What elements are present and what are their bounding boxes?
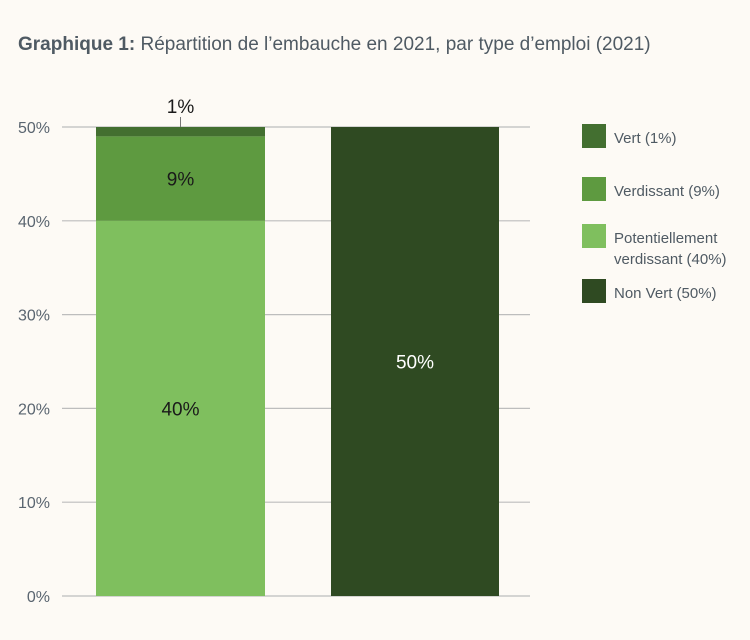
legend-swatch [582, 177, 606, 201]
chart-title: Graphique 1: Répartition de l’embauche e… [18, 34, 651, 56]
y-tick-label: 10% [18, 495, 50, 512]
data-label: 40% [161, 399, 199, 420]
legend-item: Vert (1%) [582, 124, 750, 150]
title-bold: Graphique 1: [18, 34, 136, 55]
y-tick-label: 20% [18, 401, 50, 418]
data-label: 50% [396, 353, 434, 374]
bar-segment [96, 220, 265, 597]
legend-label: Verdissant (9%) [614, 183, 720, 200]
y-tick-label: 30% [18, 308, 50, 325]
bar-segment [96, 136, 265, 221]
data-label: 9% [167, 170, 195, 191]
y-tick-label: 0% [27, 589, 50, 606]
title-text: Répartition de l’embauche en 2021, par t… [140, 34, 651, 55]
legend-item: Non Vert (50%) [582, 279, 750, 305]
legend-label: Vert (1%) [614, 130, 677, 147]
data-label: 1% [167, 97, 195, 118]
y-tick-label: 50% [18, 120, 50, 137]
legend-item: Verdissant (9%) [582, 177, 750, 203]
legend-swatch [582, 279, 606, 303]
bar-segment [96, 127, 265, 137]
legend-label: Potentiellement verdissant (40%) [614, 230, 727, 268]
y-tick-label: 40% [18, 214, 50, 231]
legend-swatch [582, 224, 606, 248]
legend-item: Potentiellement verdissant (40%) [582, 224, 750, 268]
legend-label: Non Vert (50%) [614, 285, 717, 302]
legend-swatch [582, 124, 606, 148]
bar-segment [331, 127, 499, 596]
